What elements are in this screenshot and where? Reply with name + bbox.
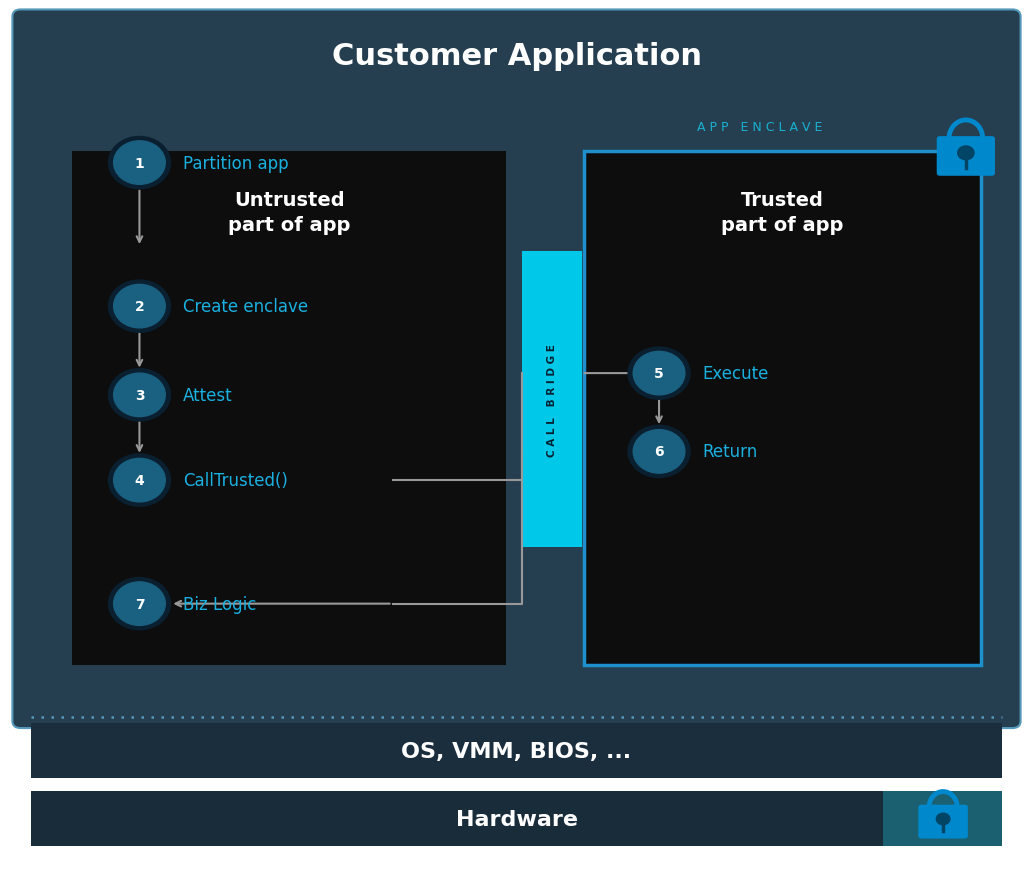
Text: Execute: Execute (702, 365, 769, 382)
Circle shape (108, 281, 170, 333)
Circle shape (114, 582, 165, 626)
FancyBboxPatch shape (31, 791, 1002, 846)
Text: Attest: Attest (183, 387, 232, 404)
Text: Hardware: Hardware (456, 809, 577, 828)
Text: CallTrusted(): CallTrusted() (183, 472, 288, 489)
FancyBboxPatch shape (584, 152, 981, 665)
FancyBboxPatch shape (883, 791, 1002, 846)
FancyBboxPatch shape (31, 723, 1002, 778)
FancyBboxPatch shape (72, 152, 506, 665)
Circle shape (958, 147, 974, 161)
FancyBboxPatch shape (12, 10, 1021, 728)
Circle shape (633, 352, 685, 395)
Circle shape (936, 813, 950, 825)
Text: 2: 2 (134, 300, 145, 314)
Text: 1: 1 (134, 156, 145, 170)
Text: Biz Logic: Biz Logic (183, 595, 256, 613)
Circle shape (114, 374, 165, 417)
Circle shape (114, 459, 165, 502)
Text: OS, VMM, BIOS, ...: OS, VMM, BIOS, ... (402, 741, 631, 760)
Text: Customer Application: Customer Application (332, 42, 701, 71)
Circle shape (628, 348, 690, 400)
Text: Return: Return (702, 443, 757, 461)
Circle shape (108, 578, 170, 630)
Circle shape (633, 430, 685, 474)
Text: A P P   E N C L A V E: A P P E N C L A V E (696, 122, 822, 134)
Text: 7: 7 (134, 597, 145, 611)
Text: Partition app: Partition app (183, 155, 288, 172)
Text: Untrusted
part of app: Untrusted part of app (228, 191, 350, 235)
Circle shape (108, 454, 170, 507)
FancyBboxPatch shape (918, 805, 968, 839)
Circle shape (628, 426, 690, 478)
Circle shape (108, 369, 170, 421)
Text: C A L L   B R I D G E: C A L L B R I D G E (546, 343, 557, 456)
Circle shape (114, 285, 165, 328)
FancyBboxPatch shape (937, 137, 995, 176)
Text: 4: 4 (134, 474, 145, 488)
Text: 5: 5 (654, 367, 664, 381)
Circle shape (114, 142, 165, 185)
Text: Trusted
part of app: Trusted part of app (721, 191, 843, 235)
Text: 6: 6 (654, 445, 664, 459)
Circle shape (108, 137, 170, 189)
Text: Create enclave: Create enclave (183, 298, 308, 315)
FancyBboxPatch shape (522, 252, 582, 547)
Text: 3: 3 (134, 388, 145, 402)
